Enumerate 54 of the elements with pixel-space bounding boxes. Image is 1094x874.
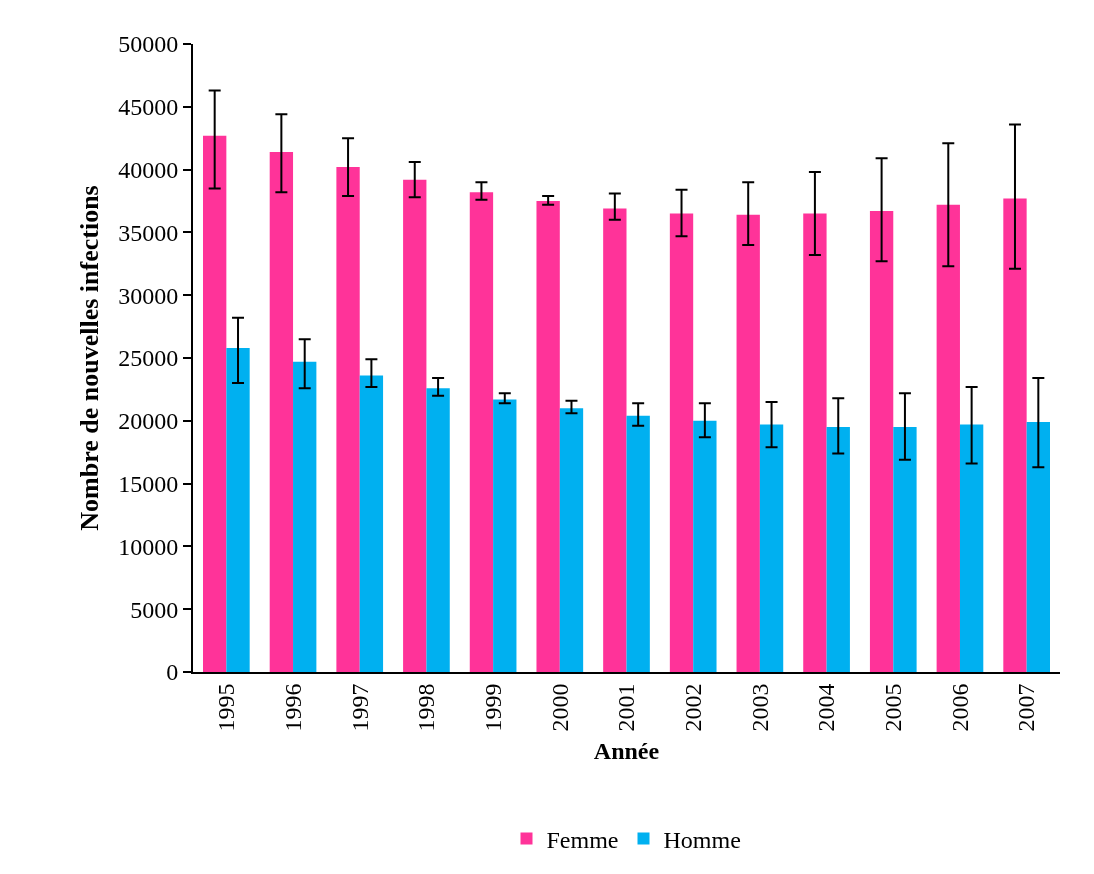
bar: [626, 415, 650, 672]
y-tick-label: 30000: [118, 282, 179, 309]
legend-label: Homme: [663, 826, 741, 853]
bar: [759, 424, 784, 672]
bar: [536, 201, 560, 672]
x-tick-label: 1995: [213, 683, 240, 732]
y-tick-label: 15000: [118, 471, 179, 497]
x-tick-label: 2005: [880, 683, 907, 732]
x-tick-label: 2002: [679, 683, 706, 732]
x-tick-label: 1996: [279, 683, 306, 732]
legend-label: Femme: [546, 826, 619, 853]
y-tick-label: 50000: [118, 31, 179, 58]
bar: [1026, 422, 1050, 672]
y-tick-label: 40000: [118, 157, 179, 183]
bar: [693, 420, 717, 672]
y-tick-label: 0: [166, 659, 179, 686]
y-tick-label: 25000: [118, 345, 179, 372]
bar: [959, 424, 984, 672]
bar: [669, 213, 694, 672]
y-tick-label: 20000: [118, 408, 179, 435]
y-tick-label: 5000: [130, 596, 179, 623]
bar: [803, 213, 827, 672]
y-tick-label: 35000: [118, 219, 179, 246]
bar: [226, 347, 250, 672]
bar: [269, 152, 294, 672]
bar: [493, 399, 517, 672]
bar: [359, 375, 384, 672]
y-tick-label: 45000: [118, 94, 179, 121]
x-tick-label: 1998: [413, 683, 440, 732]
x-tick-label: 2004: [813, 683, 840, 732]
bar: [426, 388, 450, 672]
x-tick-label: 2001: [613, 683, 640, 732]
x-tick-label: 1999: [479, 683, 506, 732]
bar: [826, 427, 850, 672]
bar: [893, 427, 917, 672]
bar: [936, 204, 960, 672]
bar: [403, 179, 427, 672]
y-axis-title: Nombre de nouvelles infections: [75, 185, 105, 531]
x-tick-label: 2000: [546, 683, 573, 732]
bar: [869, 211, 894, 672]
bar: [559, 408, 584, 672]
x-tick-label: 1997: [346, 683, 373, 732]
bar: [203, 135, 227, 672]
x-tick-label: 2006: [946, 683, 973, 732]
x-tick-label: 2007: [1013, 683, 1040, 732]
bar: [336, 167, 360, 672]
y-tick-label: 10000: [118, 533, 179, 560]
bar: [293, 361, 317, 672]
x-axis-title: Année: [593, 738, 660, 765]
bar: [469, 192, 494, 672]
bar: [1003, 198, 1027, 672]
bar: [736, 214, 760, 672]
bar: [603, 208, 627, 672]
x-tick-label: 2003: [746, 683, 773, 732]
